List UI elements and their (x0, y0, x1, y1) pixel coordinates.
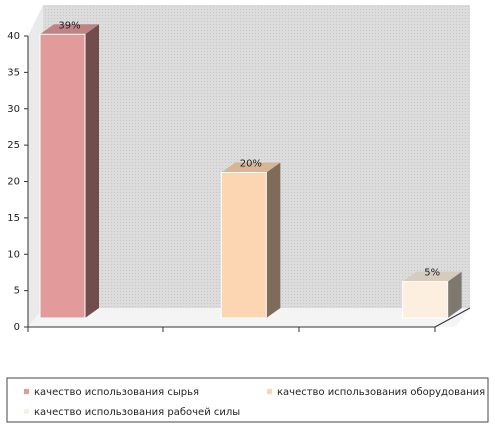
back-wall (43, 5, 470, 308)
legend-label: качество использования сырья (34, 387, 199, 398)
y-tick-label: 25 (7, 140, 20, 151)
bar-side (85, 24, 99, 319)
data-label: 5% (424, 268, 440, 279)
bar (402, 281, 449, 319)
y-tick-label: 35 (7, 67, 20, 78)
y-tick-label: 30 (7, 104, 20, 115)
legend-marker (267, 389, 272, 394)
bar-side (447, 271, 462, 318)
y-tick-label: 10 (7, 249, 20, 260)
bar-top (221, 162, 281, 173)
bar (220, 172, 267, 319)
y-tick-label: 15 (7, 213, 20, 224)
data-label: 39% (58, 20, 80, 31)
y-tick-label: 20 (7, 177, 20, 188)
y-tick-label: 40 (7, 31, 20, 42)
legend-marker (24, 409, 29, 414)
bar-top (402, 271, 462, 282)
side-wall (28, 5, 43, 327)
floor-edge (434, 307, 471, 328)
y-tick-label: 5 (14, 286, 20, 297)
legend (6, 377, 489, 423)
legend-label: качество использования оборудования (277, 387, 485, 398)
legend-marker (24, 389, 29, 394)
bar (39, 33, 86, 319)
bar-top (40, 24, 99, 35)
data-label: 20% (240, 159, 262, 170)
y-tick-label: 0 (14, 322, 20, 333)
bar-side (266, 162, 281, 318)
legend-label: качество использования рабочей силы (34, 407, 240, 418)
